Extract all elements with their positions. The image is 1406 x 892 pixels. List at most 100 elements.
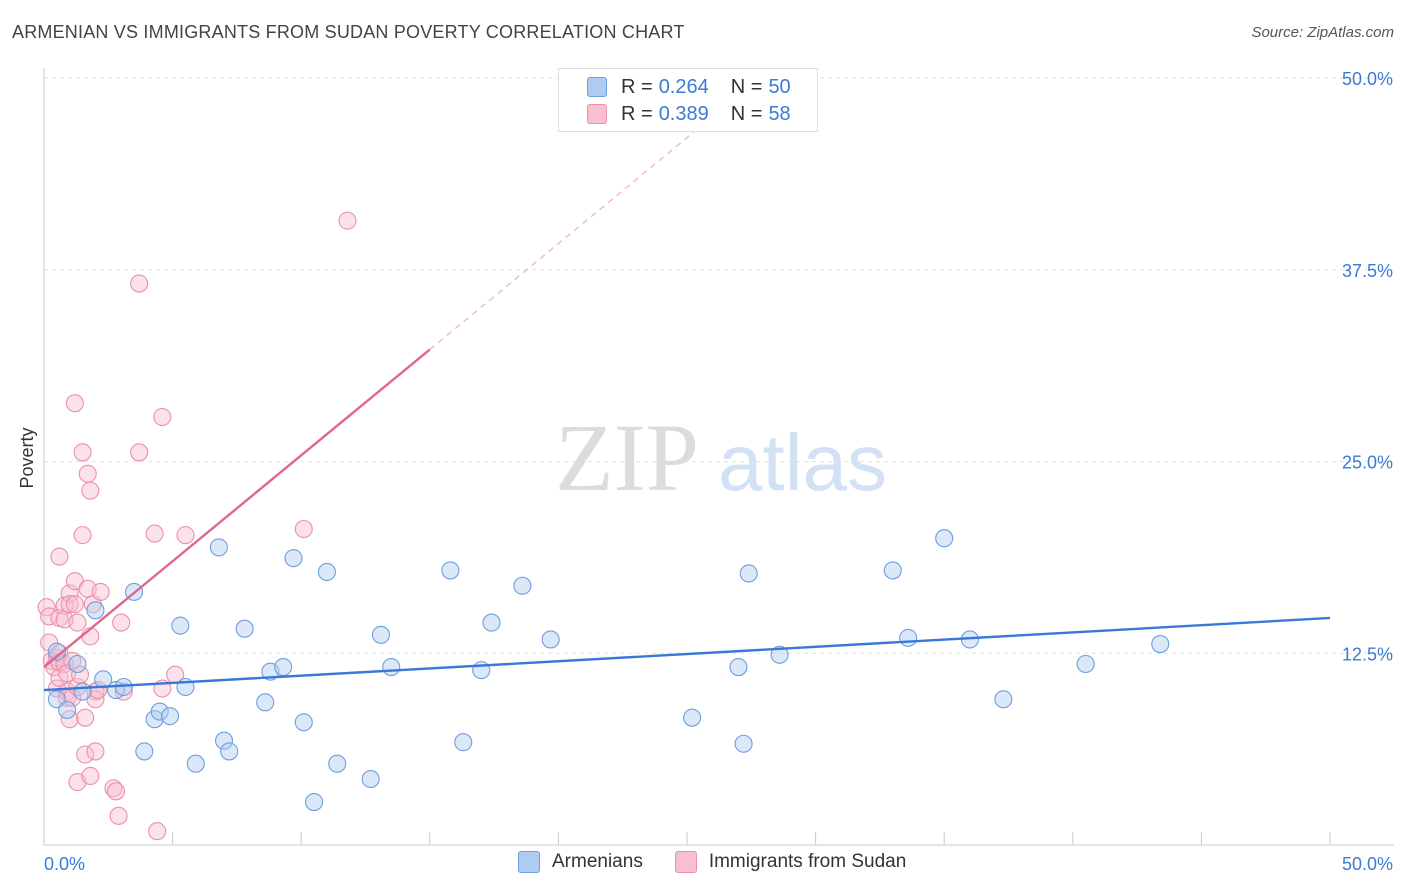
data-point-armenians [220, 742, 239, 761]
y-axis-label: Poverty [17, 427, 37, 488]
legend: R = 0.264 N = 50 R = 0.389 N = 58 [558, 68, 818, 132]
bottom-legend-label-sudan: Immigrants from Sudan [708, 851, 907, 872]
trend-line-sudan [43, 348, 431, 668]
x-tick-label: 50.0% [1342, 854, 1393, 874]
data-point-armenians [770, 645, 789, 664]
data-point-armenians [734, 734, 753, 753]
legend-r-label: R = [621, 75, 653, 98]
data-point-sudan [130, 443, 149, 462]
data-point-armenians [482, 613, 501, 632]
data-point-armenians [214, 731, 234, 750]
data-point-sudan [112, 613, 131, 632]
bottom-legend-swatch-armenians [518, 851, 540, 873]
y-tick-labels: 12.5% 25.0% 37.5% 50.0% [1342, 69, 1393, 664]
data-point-armenians [371, 625, 390, 644]
y-tick-label: 37.5% [1342, 261, 1393, 281]
data-point-armenians [328, 754, 347, 773]
data-point-sudan [106, 782, 126, 801]
legend-r-value-sudan: 0.389 [658, 102, 709, 125]
watermark-zip: ZIP [555, 404, 699, 511]
bottom-legend-item-armenians[interactable]: Armenians [518, 851, 643, 873]
data-point-armenians [729, 658, 748, 677]
watermark: ZIP atlas [555, 404, 887, 511]
data-point-sudan [81, 481, 100, 500]
data-point-armenians [58, 700, 77, 720]
legend-swatch-armenians [587, 77, 607, 97]
data-point-sudan [294, 519, 313, 539]
data-point-armenians [382, 658, 401, 677]
x-tick-labels: 0.0% 50.0% [44, 854, 1393, 874]
data-point-armenians [294, 713, 313, 732]
legend-swatch-sudan [587, 104, 607, 124]
data-point-armenians [209, 538, 228, 557]
y-tick-label: 50.0% [1342, 69, 1393, 89]
data-point-sudan [130, 274, 149, 293]
legend-n-value-sudan: 58 [768, 102, 791, 125]
y-tick-label: 25.0% [1342, 453, 1393, 473]
data-point-sudan [153, 407, 172, 427]
axes [43, 68, 1394, 846]
data-point-sudan [76, 745, 95, 764]
data-point-armenians [1076, 654, 1095, 674]
data-point-sudan [65, 394, 84, 413]
data-point-sudan [148, 822, 167, 841]
bottom-legend: Armenians Immigrants from Sudan [518, 851, 938, 873]
data-point-armenians [541, 630, 560, 649]
data-point-sudan [73, 526, 92, 545]
data-point-sudan [65, 595, 84, 614]
data-point-sudan [176, 526, 195, 545]
data-point-sudan [114, 682, 133, 701]
data-point-armenians [899, 628, 918, 647]
data-point-armenians [235, 619, 254, 638]
data-point-armenians [171, 616, 190, 635]
data-point-sudan [86, 742, 105, 761]
data-point-armenians [73, 682, 92, 701]
data-point-sudan [60, 595, 79, 614]
data-point-armenians [256, 693, 275, 712]
data-point-armenians [135, 742, 154, 761]
legend-row-armenians: R = 0.264 N = 50 [587, 75, 791, 99]
grid-lines [44, 77, 1394, 654]
data-point-armenians [68, 654, 87, 674]
trend-line-sudan-extension [429, 126, 701, 351]
data-point-armenians [160, 707, 180, 726]
legend-r-label: R = [621, 102, 653, 125]
data-point-armenians [47, 642, 66, 661]
chart-title: ARMENIAN VS IMMIGRANTS FROM SUDAN POVERT… [12, 22, 685, 42]
data-point-sudan [50, 547, 69, 566]
data-point-sudan [81, 766, 100, 786]
trend-lines [43, 126, 1331, 692]
legend-r-value-armenians: 0.264 [658, 75, 709, 98]
data-point-sudan [76, 708, 95, 727]
legend-n-label: N = [730, 102, 763, 125]
data-point-sudan [63, 651, 82, 670]
bottom-legend-swatch-sudan [674, 851, 697, 873]
data-point-sudan [68, 613, 87, 632]
data-point-sudan [109, 806, 128, 825]
data-point-armenians [935, 529, 954, 548]
data-point-sudan [78, 464, 97, 483]
data-point-armenians [1151, 634, 1170, 654]
data-point-armenians [317, 562, 336, 581]
data-point-armenians [441, 561, 460, 580]
data-point-armenians [739, 564, 758, 583]
data-point-armenians [683, 708, 702, 727]
data-point-armenians [305, 792, 324, 812]
data-point-sudan [91, 582, 110, 601]
x-tick-marks [43, 832, 1331, 845]
data-point-sudan [145, 524, 164, 543]
bottom-legend-item-sudan[interactable]: Immigrants from Sudan [674, 851, 907, 873]
data-point-armenians [274, 658, 293, 677]
trend-line-armenians [43, 616, 1331, 692]
data-point-sudan [104, 779, 123, 798]
x-tick-label: 0.0% [44, 854, 85, 874]
data-point-sudan [73, 443, 92, 462]
data-point-armenians [994, 690, 1013, 709]
legend-n-value-armenians: 50 [768, 75, 791, 98]
series-sudan-points [37, 211, 357, 841]
data-point-armenians [284, 549, 303, 568]
data-point-armenians [186, 754, 205, 773]
legend-row-sudan: R = 0.389 N = 58 [587, 102, 791, 126]
data-point-armenians [86, 601, 105, 620]
